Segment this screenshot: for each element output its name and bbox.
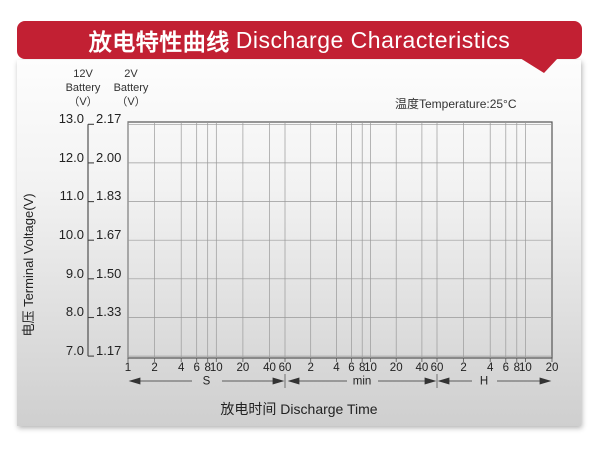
svg-text:min: min (353, 376, 372, 388)
svg-text:4: 4 (333, 362, 340, 374)
svg-text:6: 6 (193, 362, 199, 374)
svg-text:10: 10 (519, 362, 532, 374)
svg-text:6: 6 (503, 362, 509, 374)
svg-text:20: 20 (390, 362, 403, 374)
svg-text:1: 1 (125, 362, 131, 374)
svg-text:S: S (203, 376, 211, 388)
svg-text:6: 6 (348, 362, 354, 374)
svg-text:20: 20 (237, 362, 250, 374)
svg-text:2: 2 (307, 362, 313, 374)
svg-text:10: 10 (364, 362, 377, 374)
svg-text:4: 4 (178, 362, 185, 374)
svg-text:60: 60 (279, 362, 292, 374)
svg-text:2: 2 (151, 362, 157, 374)
svg-text:40: 40 (263, 362, 276, 374)
svg-text:4: 4 (487, 362, 494, 374)
svg-text:H: H (480, 376, 488, 388)
svg-text:10: 10 (210, 362, 223, 374)
svg-text:60: 60 (431, 362, 444, 374)
svg-text:40: 40 (416, 362, 429, 374)
svg-text:20: 20 (546, 362, 559, 374)
svg-text:2: 2 (460, 362, 466, 374)
